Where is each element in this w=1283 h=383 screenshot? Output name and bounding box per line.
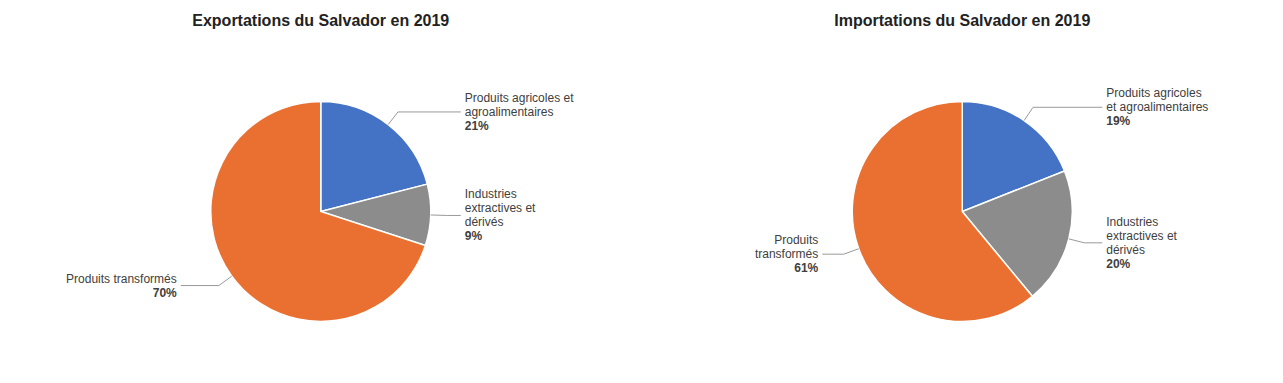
data-label: 70% <box>153 286 177 300</box>
slice-label: Produits agricoleset agroalimentaires <box>1106 86 1208 114</box>
slice-label: Produits agricoles etagroalimentaires <box>465 91 574 119</box>
slice-label-line: transformés <box>755 247 818 261</box>
pie-slice <box>852 102 1032 322</box>
pie-chart: Exportations du Salvador en 2019 Produits… <box>66 12 574 322</box>
slice-label: Industriesextractives etdérivés <box>1106 215 1177 257</box>
slice-label-line: extractives et <box>465 201 536 215</box>
data-label: 61% <box>794 261 818 275</box>
slice-label: Produits transformés <box>66 272 177 286</box>
pie-chart: Importations du Salvador en 2019 Produits… <box>755 12 1208 322</box>
slice-label-line: Industries <box>465 187 517 201</box>
leader-line <box>1069 239 1102 243</box>
leader-line <box>388 112 461 125</box>
leader-line <box>1024 107 1102 120</box>
slice-label-line: Produits agricoles et <box>465 91 574 105</box>
chart-canvas: Exportations du Salvador en 2019 Produits… <box>0 0 1283 383</box>
pie-slice <box>211 102 426 322</box>
slice-label-line: Industries <box>1106 215 1158 229</box>
pie-plot: Produits agricoleset agroalimentaires19%… <box>755 86 1208 321</box>
data-label: 19% <box>1106 114 1130 128</box>
slice-label-line: Produits agricoles <box>1106 86 1201 100</box>
leader-line <box>181 276 232 285</box>
slice-label-line: extractives et <box>1106 229 1177 243</box>
data-label: 20% <box>1106 257 1130 271</box>
data-label: 9% <box>465 229 483 243</box>
pie-plot: Produits agricoles etagroalimentaires21%… <box>66 91 574 322</box>
slice-label-line: dérivés <box>465 215 504 229</box>
chart-title: Exportations du Salvador en 2019 <box>192 12 449 29</box>
slice-label-line: Produits transformés <box>66 272 177 286</box>
slice-label-line: Produits <box>774 233 818 247</box>
slice-label: Produitstransformés <box>755 233 818 261</box>
leader-line <box>431 214 461 216</box>
chart-title: Importations du Salvador en 2019 <box>834 12 1090 29</box>
slice-label-line: et agroalimentaires <box>1106 100 1208 114</box>
data-labels: Produits agricoleset agroalimentaires19%… <box>755 86 1208 275</box>
slice-label-line: agroalimentaires <box>465 105 554 119</box>
leader-line <box>822 249 859 254</box>
data-labels: Produits agricoles etagroalimentaires21%… <box>66 91 574 300</box>
slice-label: Industriesextractives etdérivés <box>465 187 536 229</box>
slice-label-line: dérivés <box>1106 243 1145 257</box>
data-label: 21% <box>465 119 489 133</box>
